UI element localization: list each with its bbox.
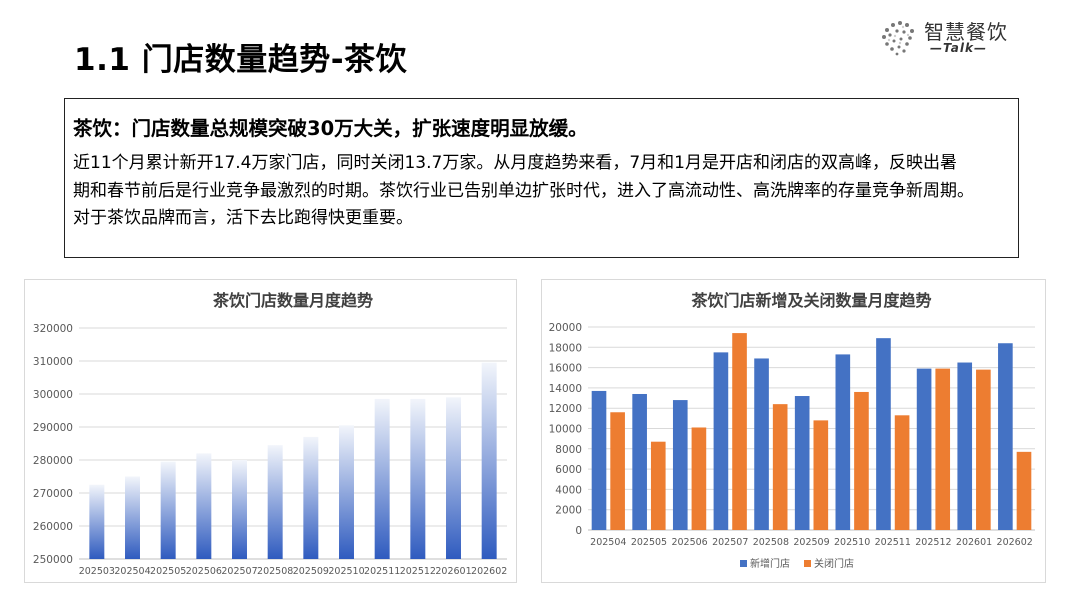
- store-count-chart-panel: 茶饮门店数量月度趋势 250000 260000 270000 280000 290000…: [24, 279, 517, 583]
- summary-body: 近11个月累计新开17.4万家门店，同时关闭13.7万家。从月度趋势来看，7月和…: [73, 150, 1018, 233]
- bar: [125, 476, 140, 559]
- x-tick-label: 202601: [435, 566, 471, 577]
- x-tick-label: 202601: [956, 537, 992, 548]
- bar: [160, 461, 176, 559]
- bar: [89, 484, 105, 559]
- x-tick-label: 202602: [471, 566, 507, 577]
- bar-closed-stores: [1016, 451, 1032, 530]
- y-tick-label: 2000: [555, 505, 582, 517]
- bar-closed-stores: [976, 369, 991, 530]
- y-tick-label: 280000: [33, 455, 73, 467]
- x-tick-label: 202509: [293, 566, 329, 577]
- bar: [267, 445, 283, 559]
- y-tick-label: 250000: [33, 554, 73, 566]
- bar-closed-stores: [772, 404, 788, 530]
- summary-line: 对于茶饮品牌而言，活下去比跑得快更重要。: [73, 208, 413, 228]
- y-tick-label: 4000: [555, 484, 582, 496]
- bar: [446, 397, 461, 559]
- bar-closed-stores: [894, 415, 910, 530]
- chart-title: 茶饮门店新增及关闭数量月度趋势: [690, 291, 931, 310]
- x-tick-label: 202507: [221, 566, 257, 577]
- bar: [410, 398, 426, 559]
- y-tick-label: 12000: [549, 403, 582, 415]
- brand-logo: 智慧餐饮 —Talk—: [878, 14, 1028, 60]
- y-tick-label: 290000: [33, 422, 73, 434]
- y-tick-label: 260000: [33, 521, 73, 533]
- summary-line: 近11个月累计新开17.4万家门店，同时关闭13.7万家。从月度趋势来看，7月和…: [73, 153, 957, 173]
- bar: [196, 453, 212, 559]
- y-tick-label: 320000: [33, 323, 73, 335]
- summary-line: 期和春节前后是行业竞争最激烈的时期。茶饮行业已告别单边扩张时代，进入了高流动性、…: [73, 180, 974, 201]
- bar-new-stores: [957, 362, 973, 530]
- bar-closed-stores: [691, 427, 707, 530]
- y-tick-label: 20000: [549, 322, 582, 334]
- open-close-chart-panel: 茶饮门店新增及关闭数量月度趋势 0 2000 4000 6000 8000 10000 120…: [541, 279, 1046, 583]
- y-tick-label: 18000: [549, 342, 582, 354]
- chart-title: 茶饮门店数量月度趋势: [212, 291, 373, 310]
- y-tick-label: 16000: [549, 363, 582, 375]
- bar-closed-stores: [854, 391, 869, 530]
- bar-new-stores: [672, 400, 688, 530]
- open-close-chart: 茶饮门店新增及关闭数量月度趋势 0 2000 4000 6000 8000 10000 120…: [549, 291, 1035, 570]
- x-tick-label: 202508: [753, 537, 789, 548]
- x-tick-label: 202504: [590, 537, 626, 548]
- x-tick-label: 202509: [793, 537, 829, 548]
- x-tick-label: 202506: [671, 537, 707, 548]
- x-tick-label: 202507: [712, 537, 748, 548]
- store-count-chart: 茶饮门店数量月度趋势 250000 260000 270000 280000 290000…: [33, 291, 507, 577]
- x-tick-label: 202505: [631, 537, 667, 548]
- logo-subtitle: —Talk—: [930, 41, 987, 55]
- y-tick-label: 14000: [549, 383, 582, 395]
- x-tick-label: 202505: [150, 566, 186, 577]
- bar-closed-stores: [650, 441, 666, 530]
- x-tick-label: 202512: [915, 537, 951, 548]
- y-tick-label: 10000: [549, 424, 582, 436]
- bar: [303, 436, 319, 559]
- bar-closed-stores: [732, 333, 747, 530]
- y-tick-label: 0: [575, 525, 582, 537]
- x-tick-label: 202506: [186, 566, 222, 577]
- x-tick-label: 202503: [79, 566, 115, 577]
- bar-closed-stores: [935, 368, 951, 530]
- bar-new-stores: [916, 368, 932, 530]
- summary-heading: 茶饮：门店数量总规模突破30万大关，扩张速度明显放缓。: [73, 117, 588, 140]
- x-tick-label: 202504: [114, 566, 150, 577]
- bar-closed-stores: [610, 412, 625, 530]
- y-tick-label: 300000: [33, 389, 73, 401]
- x-tick-label: 202602: [997, 537, 1033, 548]
- x-tick-label: 202511: [364, 566, 400, 577]
- page-title: 1.1 门店数量趋势-茶饮: [74, 42, 408, 78]
- legend-label: 关闭门店: [814, 557, 854, 570]
- x-tick-label: 202508: [257, 566, 293, 577]
- bar-new-stores: [591, 390, 607, 530]
- bar: [232, 460, 247, 559]
- x-tick-label: 202511: [875, 537, 911, 548]
- x-tick-label: 202512: [400, 566, 436, 577]
- legend-swatch: [804, 560, 811, 567]
- brain-dots-icon: [882, 21, 914, 56]
- legend-swatch: [740, 560, 747, 567]
- summary-box: 茶饮：门店数量总规模突破30万大关，扩张速度明显放缓。 近11个月累计新开17.…: [64, 98, 1019, 258]
- bar-new-stores: [876, 338, 891, 530]
- bar: [339, 425, 354, 559]
- bar: [374, 398, 390, 559]
- bar-new-stores: [835, 354, 851, 530]
- y-tick-label: 6000: [555, 464, 582, 476]
- x-tick-label: 202510: [328, 566, 364, 577]
- bar-closed-stores: [813, 420, 829, 530]
- legend-label: 新增门店: [750, 557, 790, 570]
- bar-new-stores: [998, 343, 1013, 530]
- bar-new-stores: [794, 396, 810, 530]
- logo-name: 智慧餐饮: [924, 20, 1008, 44]
- y-tick-label: 8000: [555, 444, 582, 456]
- x-tick-label: 202510: [834, 537, 870, 548]
- y-tick-label: 270000: [33, 488, 73, 500]
- y-tick-label: 310000: [33, 356, 73, 368]
- bar-new-stores: [632, 393, 647, 530]
- bar-new-stores: [754, 358, 769, 530]
- bar-new-stores: [713, 352, 729, 530]
- bar: [481, 362, 497, 559]
